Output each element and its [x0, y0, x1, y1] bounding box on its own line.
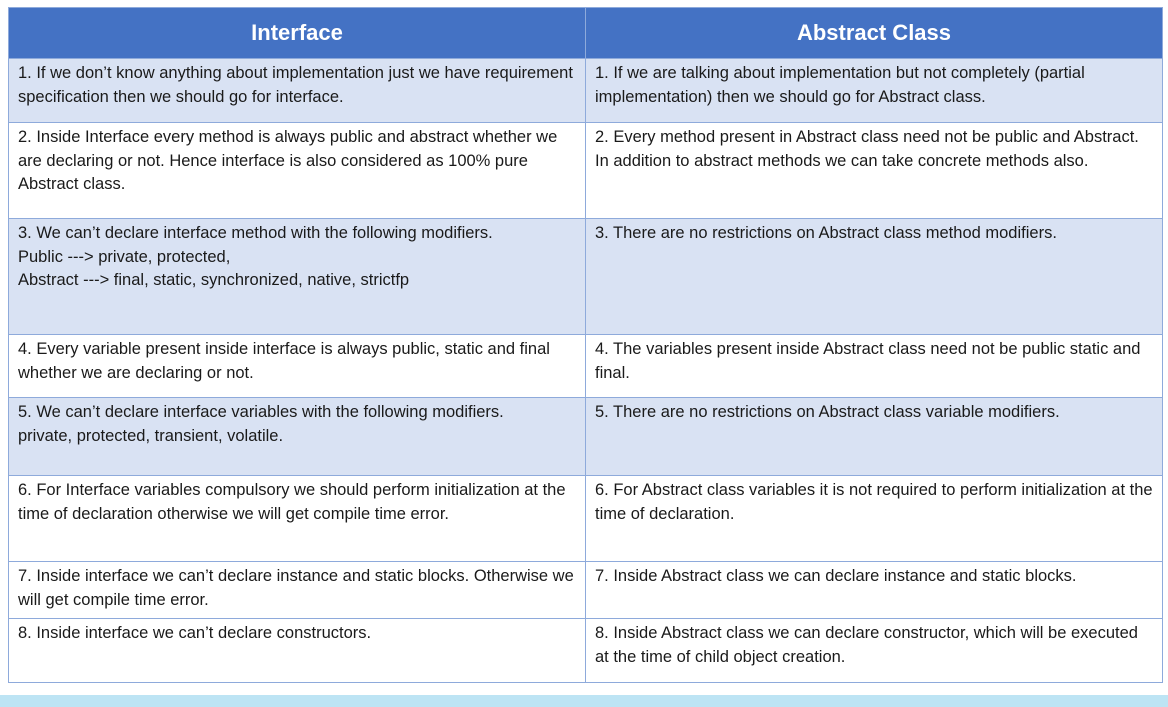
header-abstract-class: Abstract Class — [585, 7, 1163, 59]
table-row: 6. For Interface variables compulsory we… — [8, 475, 1163, 562]
comparison-table: Interface Abstract Class 1. If we don’t … — [8, 7, 1163, 683]
abstract-class-cell: 4. The variables present inside Abstract… — [585, 334, 1163, 398]
abstract-class-cell: 6. For Abstract class variables it is no… — [585, 475, 1163, 562]
bottom-decorative-band — [0, 695, 1168, 707]
table-row: 7. Inside interface we can’t declare ins… — [8, 561, 1163, 619]
abstract-class-cell: 1. If we are talking about implementatio… — [585, 58, 1163, 123]
interface-cell: 7. Inside interface we can’t declare ins… — [8, 561, 586, 619]
abstract-class-cell: 3. There are no restrictions on Abstract… — [585, 218, 1163, 335]
table-row: 5. We can’t declare interface variables … — [8, 397, 1163, 476]
comparison-table-frame: Interface Abstract Class 1. If we don’t … — [8, 7, 1163, 683]
abstract-class-cell: 8. Inside Abstract class we can declare … — [585, 618, 1163, 683]
table-header-row: Interface Abstract Class — [8, 7, 1163, 59]
interface-cell: 1. If we don’t know anything about imple… — [8, 58, 586, 123]
interface-cell: 6. For Interface variables compulsory we… — [8, 475, 586, 562]
interface-cell: 5. We can’t declare interface variables … — [8, 397, 586, 476]
interface-cell: 3. We can’t declare interface method wit… — [8, 218, 586, 335]
interface-cell: 8. Inside interface we can’t declare con… — [8, 618, 586, 683]
table-row: 3. We can’t declare interface method wit… — [8, 218, 1163, 335]
interface-cell: 2. Inside Interface every method is alwa… — [8, 122, 586, 219]
header-interface: Interface — [8, 7, 586, 59]
table-row: 8. Inside interface we can’t declare con… — [8, 618, 1163, 683]
abstract-class-cell: 7. Inside Abstract class we can declare … — [585, 561, 1163, 619]
abstract-class-cell: 2. Every method present in Abstract clas… — [585, 122, 1163, 219]
interface-cell: 4. Every variable present inside interfa… — [8, 334, 586, 398]
abstract-class-cell: 5. There are no restrictions on Abstract… — [585, 397, 1163, 476]
table-row: 1. If we don’t know anything about imple… — [8, 58, 1163, 123]
table-row: 2. Inside Interface every method is alwa… — [8, 122, 1163, 219]
table-row: 4. Every variable present inside interfa… — [8, 334, 1163, 398]
